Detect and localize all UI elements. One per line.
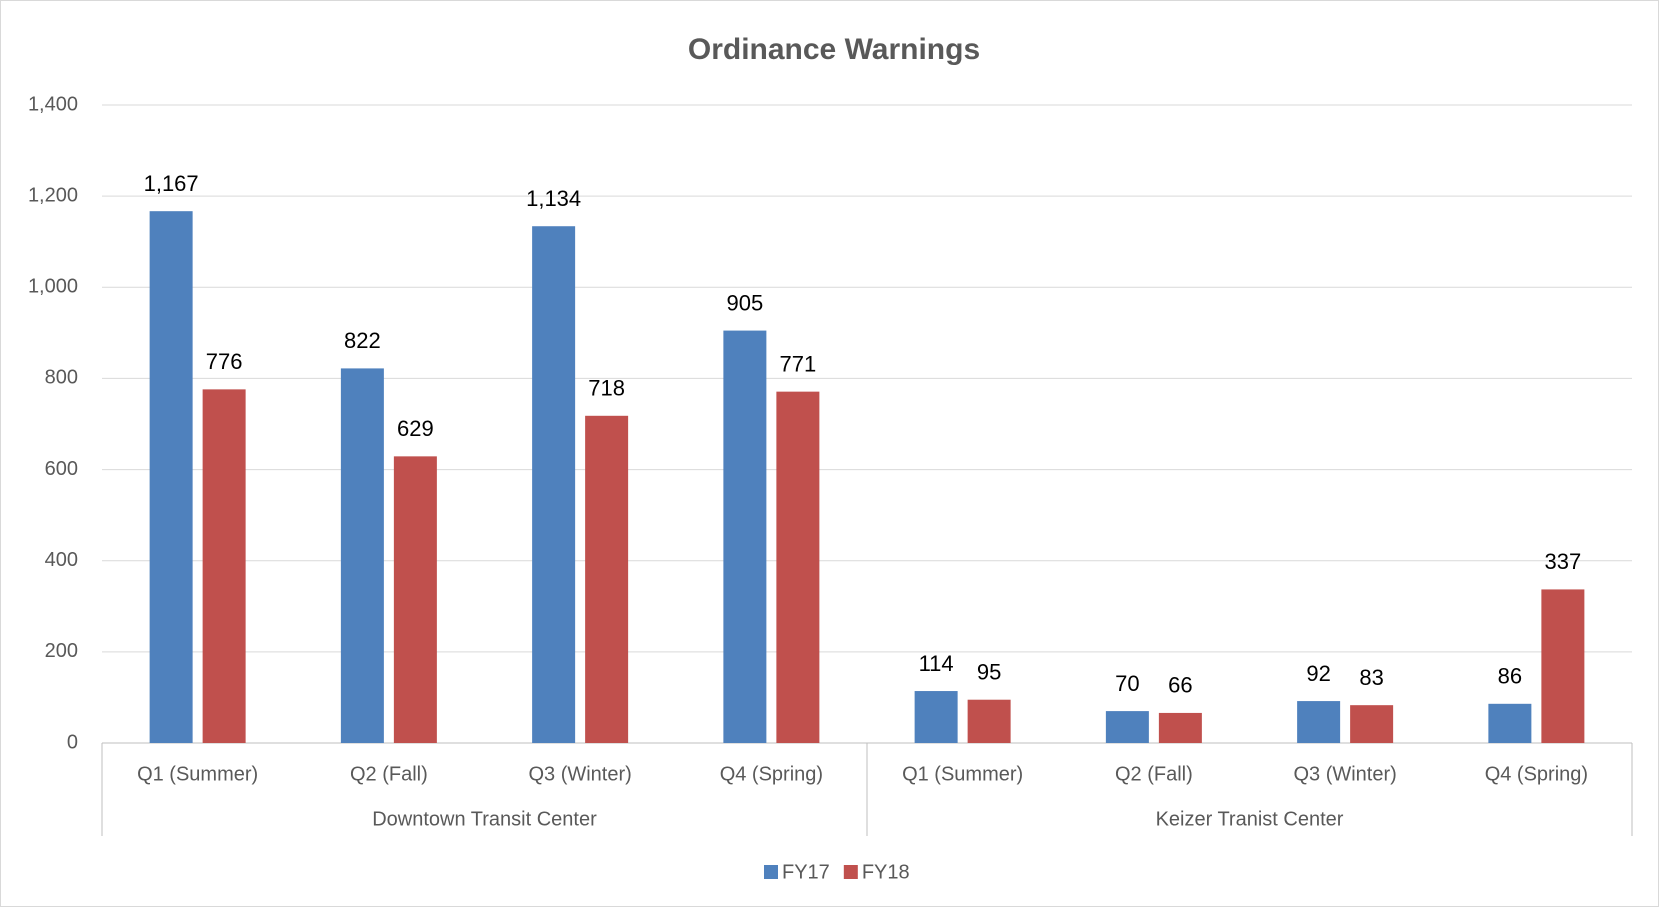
data-label: 718 (588, 376, 625, 401)
data-label: 66 (1168, 673, 1192, 698)
legend-swatch (843, 865, 858, 879)
y-tick-label: 600 (45, 458, 78, 480)
data-label: 776 (206, 349, 243, 374)
y-tick-label: 1,200 (28, 184, 78, 206)
data-label: 92 (1306, 661, 1330, 686)
data-label: 337 (1545, 549, 1582, 574)
bar (1541, 589, 1585, 743)
data-label: 905 (727, 290, 764, 315)
x-tick-label: Q1 (Summer) (902, 763, 1023, 785)
bar (340, 368, 384, 743)
data-label: 70 (1115, 671, 1139, 696)
x-tick-label: Q4 (Spring) (1485, 763, 1588, 785)
data-label: 822 (344, 328, 381, 353)
x-tick-label: Q3 (Winter) (1293, 763, 1396, 785)
bar (585, 415, 629, 743)
bar (723, 330, 767, 743)
x-tick-label: Q2 (Fall) (350, 763, 428, 785)
bar (202, 389, 246, 743)
group-label: Downtown Transit Center (372, 808, 597, 830)
bar (776, 391, 820, 743)
chart-title: Ordinance Warnings (688, 33, 980, 66)
data-label: 1,134 (526, 186, 581, 211)
bar (1105, 711, 1149, 743)
legend-label: FY18 (862, 861, 910, 883)
data-label: 771 (780, 351, 817, 376)
x-tick-label: Q1 (Summer) (137, 763, 258, 785)
bar (1297, 701, 1341, 743)
data-label: 83 (1359, 665, 1383, 690)
data-label: 114 (919, 651, 954, 676)
data-label: 86 (1498, 664, 1522, 689)
y-tick-label: 1,400 (28, 93, 78, 115)
y-tick-label: 200 (45, 640, 78, 662)
y-tick-label: 800 (45, 367, 78, 389)
bar (1158, 712, 1202, 743)
x-tick-label: Q3 (Winter) (528, 763, 631, 785)
bar (914, 691, 958, 743)
bar (1350, 705, 1394, 743)
legend-swatch (764, 865, 778, 879)
legend-label: FY17 (782, 861, 830, 883)
y-tick-label: 0 (67, 731, 78, 753)
data-label: 1,167 (144, 171, 199, 196)
bar (393, 456, 437, 743)
x-tick-label: Q2 (Fall) (1115, 763, 1193, 785)
y-tick-label: 400 (45, 549, 78, 571)
bar (149, 211, 193, 744)
bar (967, 699, 1011, 743)
data-label: 95 (977, 660, 1001, 685)
y-tick-label: 1,000 (28, 276, 78, 298)
group-label: Keizer Tranist Center (1156, 808, 1344, 830)
data-label: 629 (397, 416, 434, 441)
x-tick-label: Q4 (Spring) (720, 763, 823, 785)
bar (1488, 703, 1532, 743)
bar (532, 226, 576, 744)
